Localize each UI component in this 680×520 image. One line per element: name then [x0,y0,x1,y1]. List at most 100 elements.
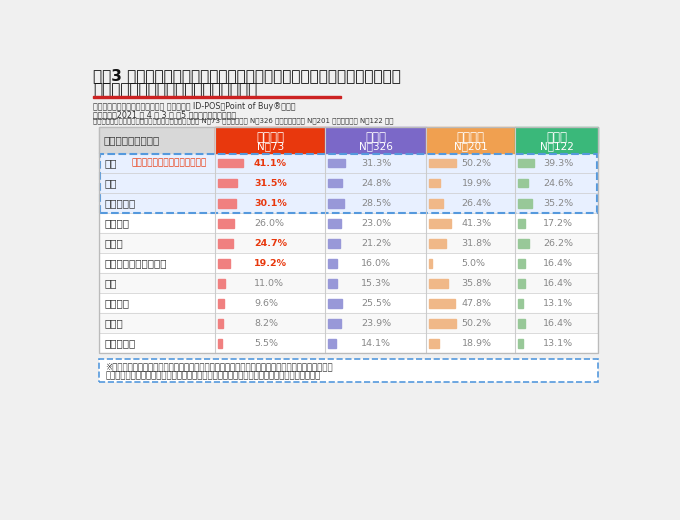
Bar [429,219,452,228]
Text: 実際の飲食店ごとのレシートを通して集計したマルチプルリテール購買データのデータベース: 実際の飲食店ごとのレシートを通して集計したマルチプルリテール購買データのデータベ… [105,371,320,380]
Bar [99,359,598,382]
Text: 冷凍食品: 冷凍食品 [104,298,129,308]
Text: 判断して優れていると感じるカテゴリー: 判断して優れていると感じるカテゴリー [92,82,257,97]
Bar [328,279,337,288]
Text: デザート類: デザート類 [104,339,135,348]
Bar [429,179,440,188]
Bar [426,127,515,153]
Text: 酒類: 酒類 [104,278,117,289]
Text: 18.9%: 18.9% [462,339,492,348]
Bar [218,339,222,348]
Bar [99,314,598,333]
Text: 19.2%: 19.2% [254,259,287,268]
Text: 図表3 競合他社よりも総合的（価格に対する満足度・品質・品揃え等）に: 図表3 競合他社よりも総合的（価格に対する満足度・品質・品揃え等）に [92,69,401,84]
Bar [99,127,598,354]
Text: N＝122: N＝122 [540,141,573,151]
Text: 26.0%: 26.0% [254,219,284,228]
Bar [99,253,598,274]
Bar [325,127,426,153]
Text: 加工食品: 加工食品 [104,218,129,228]
Text: 30.1%: 30.1% [254,199,287,208]
Text: 25.5%: 25.5% [361,299,391,308]
Bar [518,259,525,268]
Bar [99,127,598,354]
Text: 35.8%: 35.8% [462,279,492,288]
Text: イオン: イオン [365,131,386,144]
Bar [518,179,528,188]
Text: 9.6%: 9.6% [254,299,278,308]
Bar [429,259,432,268]
Bar [100,154,597,213]
Bar [218,279,225,288]
Bar [429,239,446,248]
Bar [218,159,243,167]
Bar [518,239,528,248]
Bar [518,159,534,167]
Text: 8.2%: 8.2% [254,319,278,328]
Bar [99,233,598,253]
Text: 16.4%: 16.4% [543,259,573,268]
Text: 28.5%: 28.5% [361,199,391,208]
Text: 14.1%: 14.1% [361,339,391,348]
Text: 26.4%: 26.4% [462,199,492,208]
Text: N＝326: N＝326 [358,141,392,151]
Bar [429,279,448,288]
Text: 50.2%: 50.2% [462,319,492,328]
Text: オーケー: オーケー [456,131,485,144]
Bar [518,279,525,288]
Text: 50.2%: 50.2% [462,159,492,168]
Text: 肉類: 肉類 [104,158,117,168]
Text: 39.3%: 39.3% [543,159,573,168]
Text: 5.0%: 5.0% [462,259,486,268]
Text: 41.1%: 41.1% [254,159,287,168]
Text: 23.9%: 23.9% [361,319,391,328]
Text: ヤオコー: ヤオコー [256,131,284,144]
Bar [99,293,598,314]
Text: 調査期間：2021 年 4 月 3 日 〜5 日実施アンケート結果: 調査期間：2021 年 4 月 3 日 〜5 日実施アンケート結果 [92,110,236,119]
Bar [328,259,337,268]
Text: 23.0%: 23.0% [361,219,391,228]
Bar [429,319,456,328]
Bar [218,179,237,188]
Bar [218,259,230,268]
Bar [218,299,224,308]
Bar [99,153,598,213]
Text: ソフトブレーン・フィールド調べ マルチプル ID-POS「Point of Buy®」より: ソフトブレーン・フィールド調べ マルチプル ID-POS「Point of Bu… [92,102,295,111]
Text: 野菜・果物: 野菜・果物 [104,198,135,209]
Text: 16.4%: 16.4% [543,319,573,328]
Text: 選択肢（複数回答）: 選択肢（複数回答） [103,135,160,145]
Text: N＝201: N＝201 [454,141,488,151]
Bar [328,319,341,328]
Text: 35.2%: 35.2% [543,199,573,208]
Bar [328,159,345,167]
Text: 24.8%: 24.8% [361,179,391,188]
Text: 17.2%: 17.2% [543,219,573,228]
Bar [328,199,343,207]
Text: 地場野菜や地元の食材: 地場野菜や地元の食材 [104,258,167,268]
Bar [215,127,325,153]
Bar [328,299,342,308]
Bar [328,179,341,188]
Text: ※全国の消費者から実際に購入／利用したレシートを収集し、ブランドカテゴリや利用サービス、: ※全国の消費者から実際に購入／利用したレシートを収集し、ブランドカテゴリや利用サ… [105,363,333,372]
Bar [99,213,598,233]
Text: 15.3%: 15.3% [361,279,391,288]
Bar [218,199,236,207]
Text: 31.8%: 31.8% [462,239,492,248]
Bar [99,274,598,293]
Bar [518,339,524,348]
Text: 21.2%: 21.2% [361,239,391,248]
Bar [518,199,532,207]
Text: 47.8%: 47.8% [462,299,492,308]
Bar [515,127,598,153]
Text: 24.7%: 24.7% [254,239,287,248]
Bar [518,299,524,308]
Text: 11.0%: 11.0% [254,279,284,288]
Bar [429,199,443,207]
Text: 16.4%: 16.4% [543,279,573,288]
Text: 41.3%: 41.3% [462,219,492,228]
Text: 13.1%: 13.1% [543,339,573,348]
Text: 生鮮３品に対する満足度が高い: 生鮮３品に対する満足度が高い [131,159,207,168]
Text: 31.5%: 31.5% [254,179,287,188]
Bar [328,219,341,228]
Bar [99,333,598,354]
